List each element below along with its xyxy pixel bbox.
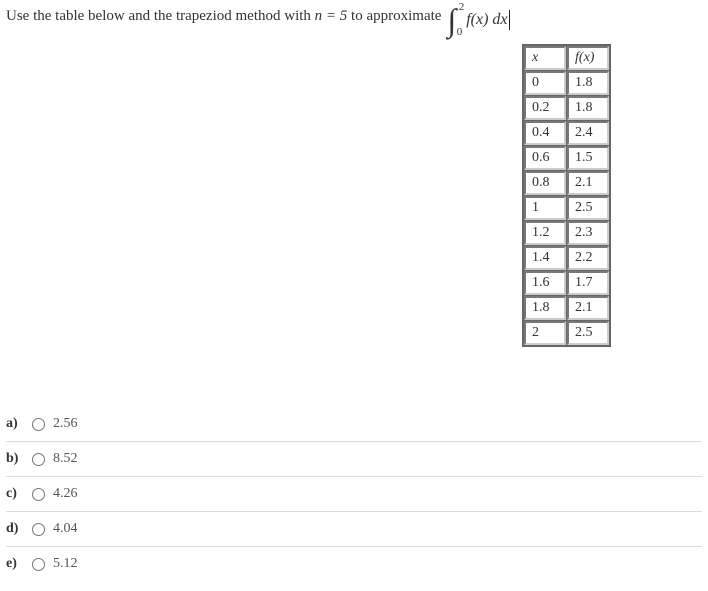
table-row: 0.21.8: [524, 96, 609, 120]
cell-fx: 2.4: [567, 121, 609, 145]
cell-fx: 1.8: [567, 96, 609, 120]
table-row: 0.42.4: [524, 121, 609, 145]
choice-row-b[interactable]: b) 8.52: [6, 442, 702, 477]
table-header-row: x f(x): [524, 46, 609, 70]
cell-x: 1.2: [524, 221, 566, 245]
cell-x: 1.8: [524, 296, 566, 320]
choice-value: 5.12: [53, 556, 78, 572]
table-row: 1.42.2: [524, 246, 609, 270]
choice-row-a[interactable]: a) 2.56: [6, 407, 702, 442]
choice-value: 8.52: [53, 451, 78, 467]
choice-label: e): [6, 556, 24, 572]
choice-label: b): [6, 451, 24, 467]
question-mid: to approximate: [347, 8, 441, 24]
integral-lower-limit: 0: [457, 27, 463, 38]
cell-fx: 2.1: [567, 171, 609, 195]
table-row: 1.82.1: [524, 296, 609, 320]
cell-x: 1.4: [524, 246, 566, 270]
cell-x: 0.2: [524, 96, 566, 120]
text-cursor: [509, 10, 510, 30]
table-row: 1.61.7: [524, 271, 609, 295]
choice-value: 2.56: [53, 416, 78, 432]
table-row: 12.5: [524, 196, 609, 220]
choice-value: 4.26: [53, 486, 78, 502]
cell-x: 0.4: [524, 121, 566, 145]
choice-row-e[interactable]: e) 5.12: [6, 547, 702, 581]
cell-fx: 2.5: [567, 196, 609, 220]
table-row: 1.22.3: [524, 221, 609, 245]
integral-upper-limit: 2: [459, 2, 465, 13]
choice-label: d): [6, 521, 24, 537]
question-text: Use the table below and the trapeziod me…: [6, 4, 441, 28]
cell-x: 0.8: [524, 171, 566, 195]
answer-choices: a) 2.56 b) 8.52 c) 4.26 d) 4.04 e) 5.12: [6, 407, 702, 581]
choice-row-c[interactable]: c) 4.26: [6, 477, 702, 512]
choice-value: 4.04: [53, 521, 78, 537]
cell-x: 0: [524, 71, 566, 95]
table-row: 01.8: [524, 71, 609, 95]
cell-fx: 1.7: [567, 271, 609, 295]
table-header-fx: f(x): [567, 46, 609, 70]
cell-fx: 2.2: [567, 246, 609, 270]
cell-x: 2: [524, 321, 566, 345]
question-n-expr: n = 5: [315, 8, 348, 24]
data-table-wrapper: x f(x) 01.8 0.21.8 0.42.4 0.61.5 0.82.1 …: [522, 44, 702, 347]
data-table: x f(x) 01.8 0.21.8 0.42.4 0.61.5 0.82.1 …: [522, 44, 611, 347]
cell-fx: 2.1: [567, 296, 609, 320]
cell-x: 0.6: [524, 146, 566, 170]
table-row: 0.61.5: [524, 146, 609, 170]
cell-fx: 1.8: [567, 71, 609, 95]
choice-row-d[interactable]: d) 4.04: [6, 512, 702, 547]
choice-radio-e[interactable]: [32, 558, 45, 571]
table-header-x: x: [524, 46, 566, 70]
table-row: 22.5: [524, 321, 609, 345]
choice-radio-a[interactable]: [32, 418, 45, 431]
cell-x: 1: [524, 196, 566, 220]
choice-radio-d[interactable]: [32, 523, 45, 536]
cell-fx: 2.5: [567, 321, 609, 345]
choice-label: c): [6, 486, 24, 502]
integral-expression: ∫ 2 0 f(x) dx: [445, 4, 509, 36]
cell-fx: 2.3: [567, 221, 609, 245]
question-prefix: Use the table below and the trapeziod me…: [6, 8, 315, 24]
cell-fx: 1.5: [567, 146, 609, 170]
choice-radio-c[interactable]: [32, 488, 45, 501]
integrand: f(x) dx: [466, 11, 507, 29]
cell-x: 1.6: [524, 271, 566, 295]
table-row: 0.82.1: [524, 171, 609, 195]
integral-symbol: ∫ 2 0: [447, 4, 456, 36]
choice-label: a): [6, 416, 24, 432]
question-line: Use the table below and the trapeziod me…: [6, 4, 702, 36]
choice-radio-b[interactable]: [32, 453, 45, 466]
